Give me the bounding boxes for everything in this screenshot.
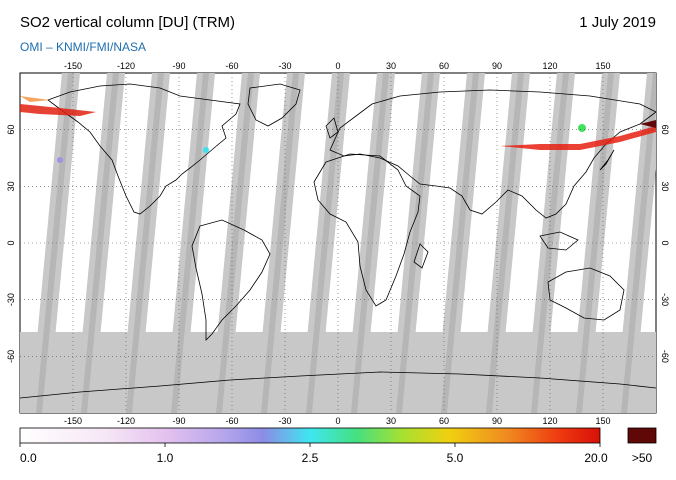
plume-speck-green — [578, 124, 586, 132]
lat-tick-left: -60 — [6, 350, 16, 363]
lon-tick-bottom: -150 — [64, 416, 82, 426]
uk-outline — [325, 117, 339, 139]
lon-tick-top: -30 — [278, 61, 291, 71]
colorbar-label-1: 1.0 — [156, 451, 174, 465]
data-source-credit: OMI – KNMI/FMI/NASA — [20, 40, 147, 54]
lon-tick-bottom: 150 — [595, 416, 610, 426]
lat-tick-right: -60 — [660, 350, 670, 363]
lat-tick-right: 60 — [660, 125, 670, 135]
swath-overlap — [396, 73, 434, 413]
colorbar-label-20: 20.0 — [584, 451, 608, 465]
lon-tick-bottom: -90 — [172, 416, 185, 426]
lon-tick-top: -120 — [117, 61, 135, 71]
so2-plumes — [20, 96, 656, 163]
map-date: 1 July 2019 — [579, 14, 656, 31]
lat-tick-left: -30 — [6, 293, 16, 306]
lat-tick-right: 30 — [660, 181, 670, 191]
lon-tick-top: 0 — [335, 61, 340, 71]
swath-overlap — [621, 73, 656, 413]
coastlines — [20, 83, 656, 399]
swath-overlap — [486, 73, 524, 413]
latitude-ticks-left: 60 30 0 -30 -60 — [6, 125, 16, 363]
latitude-ticks-right: 60 30 0 -30 -60 — [660, 125, 670, 363]
lat-tick-left: 30 — [6, 181, 16, 191]
lat-tick-right: -30 — [660, 293, 670, 306]
colorbar-label-2-5: 2.5 — [301, 451, 319, 465]
lon-tick-top: 60 — [439, 61, 449, 71]
lat-tick-left: 0 — [6, 240, 16, 245]
colorbar-ticks — [19, 443, 601, 447]
colorbar-label-5: 5.0 — [446, 451, 464, 465]
lon-tick-top: 30 — [386, 61, 396, 71]
lon-tick-top: -150 — [64, 61, 82, 71]
lon-tick-bottom: 90 — [492, 416, 502, 426]
antarctica-outline — [20, 371, 656, 399]
lat-tick-left: 60 — [6, 125, 16, 135]
colorbar-label-max: >50 — [631, 451, 653, 465]
swath-overlap — [171, 73, 209, 413]
swath-overlap — [216, 73, 254, 413]
indonesia-outline — [539, 231, 579, 251]
lon-tick-bottom: 60 — [439, 416, 449, 426]
lon-tick-top: 120 — [542, 61, 557, 71]
longitude-ticks-bottom: -150 -120 -90 -60 -30 0 30 60 90 120 150 — [64, 416, 611, 426]
lon-tick-bottom: 30 — [386, 416, 396, 426]
australia-outline — [547, 267, 625, 321]
colorbar-overflow-box — [627, 427, 657, 444]
swath-overlap — [306, 73, 344, 413]
plume-core-east — [640, 120, 656, 128]
lon-tick-top: -60 — [225, 61, 238, 71]
north-america-outline — [47, 83, 241, 215]
raikoke-plume-west — [20, 104, 96, 116]
plume-edge-west — [20, 96, 50, 102]
graticule — [20, 73, 656, 413]
africa-outline — [313, 153, 421, 307]
map-title: SO2 vertical column [DU] (TRM) — [20, 14, 236, 31]
swath-overlap — [36, 73, 74, 413]
lon-tick-top: -90 — [172, 61, 185, 71]
swath-overlap — [531, 73, 569, 413]
colorbar-gradient — [19, 427, 601, 444]
lon-tick-bottom: 0 — [335, 416, 340, 426]
colorbar-label-min: 0.0 — [20, 451, 37, 465]
longitude-ticks-top: -150 -120 -90 -60 -30 0 30 60 90 120 150 — [64, 61, 611, 71]
madagascar-outline — [413, 243, 429, 269]
plume-speck-cyan — [203, 147, 209, 153]
raikoke-plume-east — [500, 126, 656, 150]
eurasia-outline — [329, 89, 656, 219]
lon-tick-bottom: -60 — [225, 416, 238, 426]
lon-tick-top: 150 — [595, 61, 610, 71]
japan-outline — [599, 149, 615, 171]
swath-overlap — [576, 73, 614, 413]
lon-tick-top: 90 — [492, 61, 502, 71]
lon-tick-bottom: -120 — [117, 416, 135, 426]
lon-tick-bottom: -30 — [278, 416, 291, 426]
plume-speck-blue — [57, 157, 63, 163]
lon-tick-bottom: 120 — [542, 416, 557, 426]
southern-missing-data-band — [20, 332, 656, 413]
lat-tick-right: 0 — [660, 240, 670, 245]
south-america-outline — [191, 219, 271, 341]
greenland-outline — [247, 83, 301, 127]
